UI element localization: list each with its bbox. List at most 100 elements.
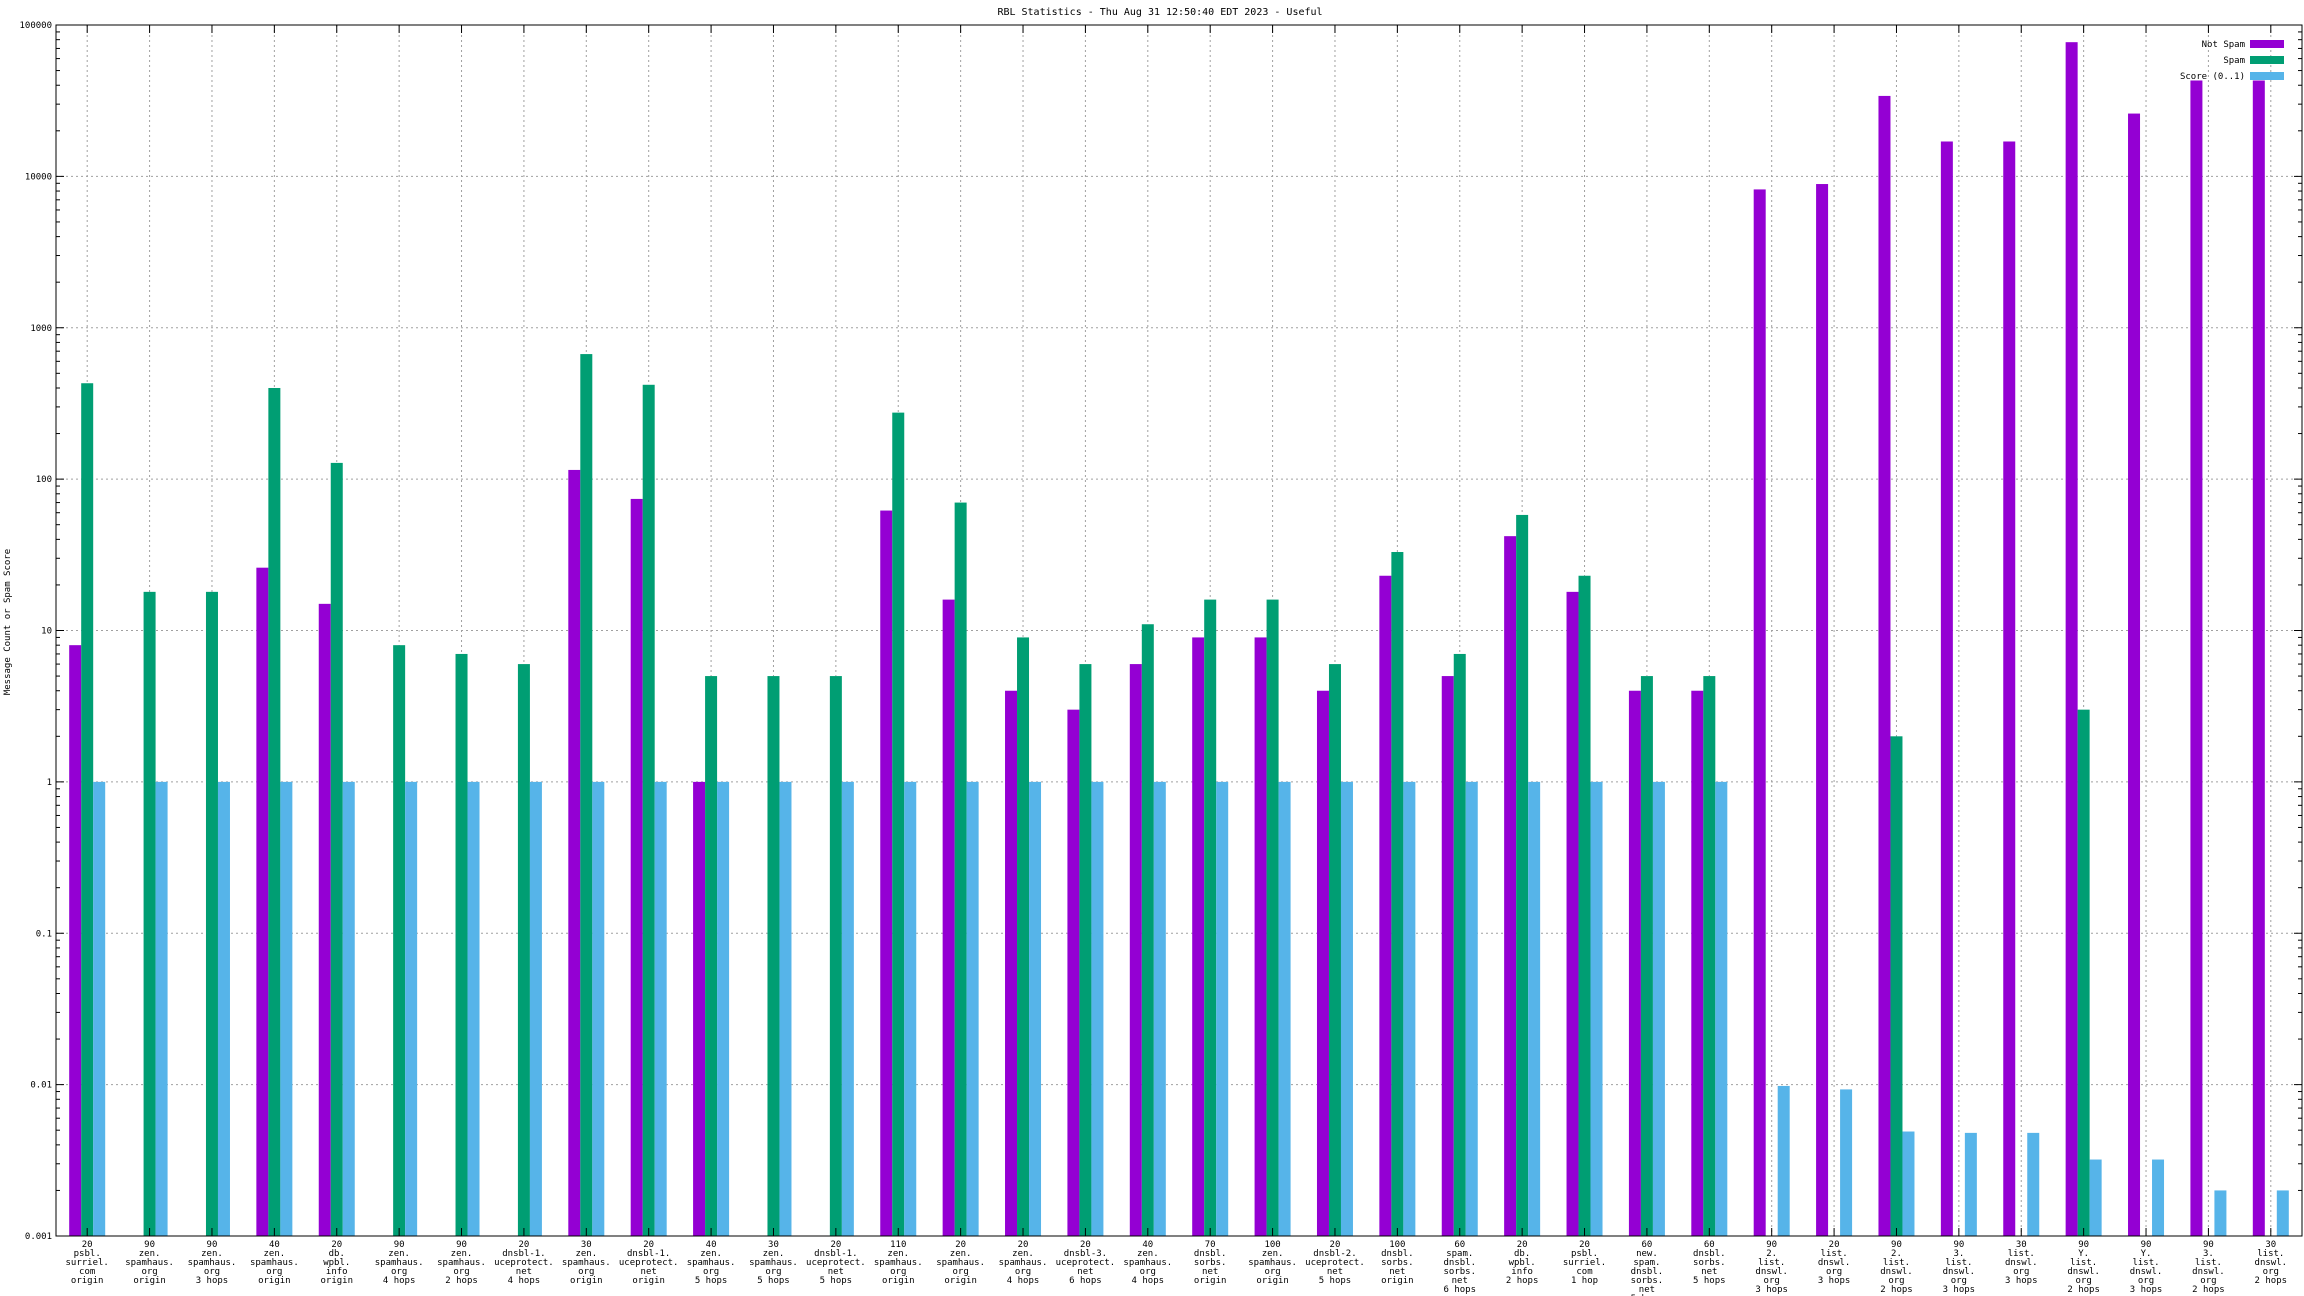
x-category-label: 70 dnsbl. sorbs. net origin [1194,1240,1227,1286]
bar-not-spam [1254,637,1267,1236]
bar-score-0-1 [342,781,355,1236]
x-category-label: 90 2. list. dnswl. org 2 hops [1880,1240,1913,1295]
x-category-label: 20 dnsbl-1. uceprotect. net origin [619,1240,679,1286]
x-category-label: 20 db. wpbl. info 2 hops [1506,1240,1539,1286]
bar-score-0-1 [217,781,230,1236]
x-category-label: 30 zen. spamhaus. org origin [562,1240,611,1286]
bar-not-spam [2128,113,2141,1237]
bar-spam [1079,664,1092,1236]
bar-not-spam [256,567,269,1236]
bar-score-0-1 [1153,781,1166,1236]
x-category-label: 90 Y. list. dnswl. org 2 hops [2067,1240,2100,1295]
bar-score-0-1 [1652,781,1665,1236]
bar-spam [1453,653,1466,1236]
bar-not-spam [1441,676,1454,1236]
x-category-label: 90 Y. list. dnswl. org 3 hops [2130,1240,2163,1295]
bar-spam [143,591,156,1236]
x-category-label: 40 zen. spamhaus. org 4 hops [1123,1240,1172,1286]
bar-spam [81,383,94,1236]
bar-score-0-1 [529,781,542,1236]
bar-spam [205,591,218,1236]
bar-spam [705,676,718,1236]
x-category-label: 40 zen. spamhaus. org 5 hops [687,1240,736,1286]
y-axis-title: Message Count or Spam Score [3,549,13,695]
bar-spam [580,354,593,1236]
bar-not-spam [1192,637,1205,1236]
bar-not-spam [1940,141,1953,1236]
bar-spam [1516,514,1529,1236]
x-category-label: 20 psbl. surriel. com origin [66,1240,109,1286]
bar-spam [1017,637,1030,1236]
bar-spam [1640,676,1653,1236]
bar-score-0-1 [1091,781,1104,1236]
bar-spam [455,653,468,1236]
x-category-label: 20 dnsbl-2. uceprotect. net 5 hops [1305,1240,1365,1286]
bar-spam [393,645,406,1236]
legend: Not Spam Spam Score (0..1) [2180,40,2284,82]
bar-score-0-1 [280,781,293,1236]
bar-score-0-1 [93,781,106,1236]
bar-spam [642,384,655,1236]
bar-not-spam [2003,141,2016,1236]
bar-spam [1328,664,1341,1236]
bar-score-0-1 [1777,1085,1790,1236]
x-category-label: 20 zen. spamhaus. org origin [936,1240,985,1286]
bar-not-spam [1628,690,1641,1236]
bar-not-spam [2252,80,2265,1236]
x-category-label: 100 zen. spamhaus. org origin [1248,1240,1297,1286]
bar-spam [892,412,905,1237]
bar-score-0-1 [155,781,168,1236]
bar-not-spam [1067,709,1080,1236]
bar-spam [330,462,343,1236]
gridlines [56,25,2302,1236]
bar-score-0-1 [2027,1132,2040,1236]
bar-score-0-1 [1403,781,1416,1236]
y-axis-ticks: 0.001 0.01 0.1 1 10 100 1000 10000 100000 [19,21,2302,1242]
x-category-label: 90 2. list. dnswl. org 3 hops [1755,1240,1788,1295]
bar-not-spam [1129,664,1142,1236]
bar-not-spam [880,510,893,1236]
bar-score-0-1 [1029,781,1042,1236]
bar-not-spam [1691,690,1704,1236]
x-category-label: 20 zen. spamhaus. org 4 hops [999,1240,1048,1286]
bar-not-spam [1566,591,1579,1236]
bar-spam [1266,599,1279,1236]
y-tick-label: 10000 [25,172,52,182]
y-tick-label: 1 [47,778,52,788]
bar-score-0-1 [1278,781,1291,1236]
bar-spam [1141,624,1154,1236]
y-tick-label: 0.1 [36,929,52,939]
bar-not-spam [1379,575,1392,1236]
bar-score-0-1 [1465,781,1478,1236]
legend-swatch [2250,56,2284,64]
x-category-label: 20 psbl. surriel. com 1 hop [1563,1240,1606,1286]
x-category-label: 30 list. dnswl. org 2 hops [2255,1240,2288,1286]
bar-score-0-1 [2089,1159,2102,1236]
bar-score-0-1 [779,781,792,1236]
x-category-label: 20 db. wpbl. info origin [320,1240,353,1286]
bar-not-spam [1316,690,1329,1236]
y-tick-label: 100 [36,475,52,485]
bar-not-spam [1878,95,1891,1237]
bar-score-0-1 [1216,781,1229,1236]
y-tick-label: 0.001 [25,1232,52,1242]
y-tick-label: 10 [41,627,52,637]
bar-not-spam [630,498,643,1236]
x-category-label: 90 3. list. dnswl. org 2 hops [2192,1240,2225,1295]
x-category-label: 20 list. dnswl. org 3 hops [1818,1240,1851,1286]
legend-label: Spam [2223,56,2245,66]
bar-score-0-1 [841,781,854,1236]
x-category-label: 20 dnsbl-3. uceprotect. net 6 hops [1056,1240,1116,1286]
bar-score-0-1 [2214,1190,2227,1236]
bar-not-spam [1816,184,1829,1236]
legend-label: Not Spam [2202,40,2245,50]
bar-spam [767,676,780,1236]
x-category-label: 40 zen. spamhaus. org origin [250,1240,299,1286]
y-tick-label: 100000 [19,21,52,31]
x-category-label: 30 list. dnswl. org 3 hops [2005,1240,2038,1286]
bar-score-0-1 [467,781,480,1236]
bar-not-spam [693,781,706,1236]
bar-not-spam [69,645,82,1236]
x-category-label: 60 dnsbl. sorbs. net 5 hops [1693,1240,1726,1286]
